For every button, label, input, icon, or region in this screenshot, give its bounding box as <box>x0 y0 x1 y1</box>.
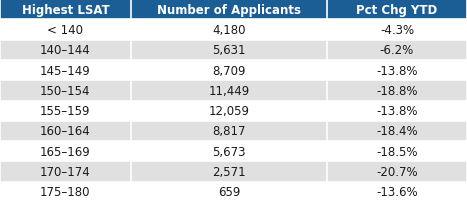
Bar <box>0 20 131 40</box>
Text: -18.4%: -18.4% <box>376 125 418 138</box>
Text: 659: 659 <box>218 185 240 198</box>
Bar <box>0 182 131 202</box>
Text: -20.7%: -20.7% <box>376 165 418 178</box>
Bar <box>0 61 131 81</box>
Bar <box>131 162 327 182</box>
Bar <box>131 0 327 20</box>
Bar <box>327 40 467 61</box>
Text: 165–169: 165–169 <box>40 145 91 158</box>
Bar <box>0 162 131 182</box>
Text: 145–149: 145–149 <box>40 64 91 77</box>
Bar <box>131 20 327 40</box>
Text: 12,059: 12,059 <box>208 105 249 118</box>
Text: -6.2%: -6.2% <box>380 44 414 57</box>
Text: Highest LSAT: Highest LSAT <box>21 4 109 17</box>
Bar <box>327 61 467 81</box>
Bar <box>327 182 467 202</box>
Text: -18.5%: -18.5% <box>376 145 417 158</box>
Bar <box>0 141 131 162</box>
Text: -13.8%: -13.8% <box>376 64 417 77</box>
Text: 11,449: 11,449 <box>208 84 249 97</box>
Bar <box>327 81 467 101</box>
Text: 155–159: 155–159 <box>40 105 91 118</box>
Bar <box>327 141 467 162</box>
Bar <box>131 141 327 162</box>
Text: -18.8%: -18.8% <box>376 84 417 97</box>
Bar <box>0 101 131 121</box>
Text: Pct Chg YTD: Pct Chg YTD <box>356 4 438 17</box>
Text: -4.3%: -4.3% <box>380 24 414 37</box>
Text: 5,673: 5,673 <box>212 145 246 158</box>
Text: -13.8%: -13.8% <box>376 105 417 118</box>
Bar <box>131 40 327 61</box>
Bar <box>131 61 327 81</box>
Bar <box>131 81 327 101</box>
Bar <box>327 20 467 40</box>
Bar <box>0 121 131 141</box>
Bar <box>131 101 327 121</box>
Text: Number of Applicants: Number of Applicants <box>157 4 301 17</box>
Bar <box>131 182 327 202</box>
Text: 175–180: 175–180 <box>40 185 91 198</box>
Text: < 140: < 140 <box>47 24 84 37</box>
Text: 150–154: 150–154 <box>40 84 91 97</box>
Text: 170–174: 170–174 <box>40 165 91 178</box>
Text: 160–164: 160–164 <box>40 125 91 138</box>
Bar <box>0 40 131 61</box>
Text: -13.6%: -13.6% <box>376 185 418 198</box>
Bar <box>131 121 327 141</box>
Bar <box>327 162 467 182</box>
Bar <box>0 81 131 101</box>
Text: 8,817: 8,817 <box>212 125 246 138</box>
Bar <box>327 101 467 121</box>
Text: 5,631: 5,631 <box>212 44 246 57</box>
Bar <box>327 121 467 141</box>
Bar <box>0 0 131 20</box>
Text: 4,180: 4,180 <box>212 24 246 37</box>
Text: 140–144: 140–144 <box>40 44 91 57</box>
Text: 8,709: 8,709 <box>212 64 246 77</box>
Bar <box>327 0 467 20</box>
Text: 2,571: 2,571 <box>212 165 246 178</box>
